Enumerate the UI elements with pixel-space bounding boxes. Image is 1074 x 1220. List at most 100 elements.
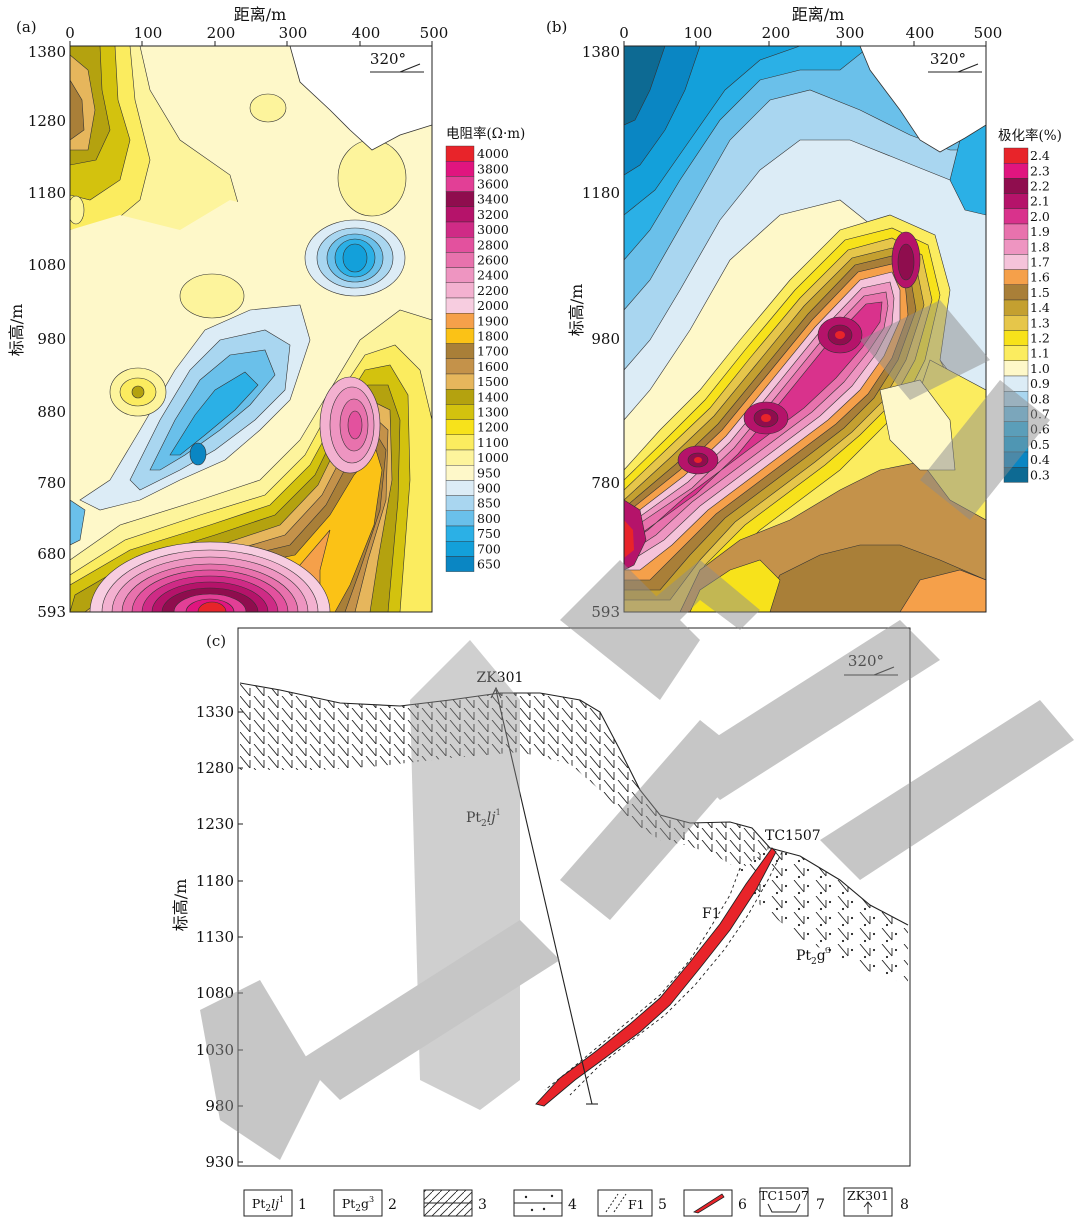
legend-value: 700 <box>477 541 501 556</box>
fault-boundary <box>569 851 783 1096</box>
y-tick: 1180 <box>582 184 620 202</box>
legend-value: 1.3 <box>1030 315 1050 330</box>
key-item-3: 3 <box>423 1189 487 1217</box>
legend-swatch <box>445 389 475 405</box>
legend-value: 1.7 <box>1030 255 1050 270</box>
legend-swatch <box>445 313 475 329</box>
legend-value: 1.1 <box>1030 346 1050 361</box>
legend-swatch <box>445 480 475 496</box>
legend-title: 电阻率(Ω·m) <box>446 125 525 142</box>
legend-swatch <box>445 404 475 420</box>
polarizability-contour-map <box>624 46 986 612</box>
x-tick: 500 <box>420 24 449 42</box>
legend-value: 1400 <box>477 389 509 404</box>
svg-text:Pt2g3: Pt2g3 <box>342 1195 374 1214</box>
y-tick: 780 <box>591 474 620 492</box>
legend-value: 2.4 <box>1030 148 1050 163</box>
ore-body <box>535 847 777 1107</box>
legend-swatch <box>1003 208 1029 225</box>
legend-swatch <box>445 525 475 542</box>
legend-swatch <box>445 541 475 557</box>
legend-value: 2.1 <box>1030 194 1050 209</box>
trench-label: TC1507 <box>765 828 821 844</box>
surface-line-a <box>289 45 433 151</box>
legend-value: 1700 <box>477 344 509 359</box>
legend-title: 极化率(%) <box>998 127 1062 144</box>
legend-value: 1.2 <box>1030 331 1050 346</box>
legend-value: 0.8 <box>1030 391 1050 406</box>
x-tick: 100 <box>134 24 163 42</box>
borehole-label: ZK301 <box>477 670 524 686</box>
legend-value: 1.0 <box>1030 361 1050 376</box>
x-tick: 0 <box>619 24 629 42</box>
svg-text:7: 7 <box>816 1197 825 1213</box>
legend-swatch <box>1003 315 1029 331</box>
y-tick: 1180 <box>196 872 234 890</box>
legend-value: 950 <box>477 465 501 480</box>
key-item-2: Pt2g3 2 <box>333 1189 397 1217</box>
svg-text:3: 3 <box>478 1197 487 1213</box>
legend-swatch <box>445 343 475 360</box>
legend-value: 2200 <box>477 283 509 298</box>
legend-swatch <box>1003 345 1029 362</box>
legend-swatch <box>445 252 475 268</box>
y-tick: 1080 <box>28 256 66 274</box>
legend-swatch <box>445 373 475 390</box>
legend-value: 1000 <box>477 450 509 465</box>
unit-label-lower: Pt2g3 <box>796 946 831 967</box>
key-item-6: 6 <box>683 1189 747 1217</box>
legend-value: 1500 <box>477 374 509 389</box>
legend-swatch <box>1003 330 1029 346</box>
y-axis-title: 标高/m <box>7 304 26 357</box>
legend-value: 900 <box>477 481 501 496</box>
panel-label: (a) <box>16 18 37 36</box>
x-axis-a: 0 100 200 300 400 500 距离/m <box>65 5 448 46</box>
legend-swatch <box>445 297 475 314</box>
legend-value: 1900 <box>477 313 509 328</box>
fault-boundary <box>544 867 741 1091</box>
legend-value: 1.4 <box>1030 300 1050 315</box>
svg-text:TC1507: TC1507 <box>759 1188 809 1203</box>
legend-value: 1800 <box>477 329 509 344</box>
legend-value: 3400 <box>477 192 509 207</box>
legend-swatch <box>445 495 475 512</box>
y-tick: 1080 <box>196 984 234 1002</box>
legend-swatch <box>1003 238 1029 255</box>
x-tick: 400 <box>906 24 935 42</box>
panel-a-resistivity: 0 100 200 300 400 500 距离/m 1380 1280 118… <box>7 5 525 621</box>
legend-swatch <box>445 267 475 284</box>
svg-text:2: 2 <box>388 1197 397 1213</box>
y-tick: 1230 <box>196 815 234 833</box>
svg-text:ZK301: ZK301 <box>847 1188 889 1203</box>
legend-swatch <box>445 434 475 451</box>
legend-value: 850 <box>477 496 501 511</box>
y-tick: 1280 <box>28 112 66 130</box>
legend-value: 1200 <box>477 420 509 435</box>
y-tick: 1280 <box>196 759 234 777</box>
legend-value: 2.2 <box>1030 179 1050 194</box>
legend-swatch <box>1003 269 1029 286</box>
svg-text:Pt2lj1: Pt2lj1 <box>252 1195 284 1214</box>
y-tick: 593 <box>37 603 66 621</box>
legend-value: 0.9 <box>1030 376 1050 391</box>
y-tick: 980 <box>591 330 620 348</box>
legend-value: 2.3 <box>1030 163 1050 178</box>
legend-value: 1300 <box>477 405 509 420</box>
legend-value: 1.5 <box>1030 285 1050 300</box>
frame-b <box>623 45 987 613</box>
legend-value: 1100 <box>477 435 509 450</box>
legend-value: 2000 <box>477 298 509 313</box>
x-tick: 400 <box>352 24 381 42</box>
key-item-8: ZK301 8 <box>843 1187 909 1217</box>
fault-label: F1 <box>702 906 721 922</box>
panel-b-polarizability: 0 100 200 300 400 500 距离/m 1380 1180 980… <box>546 5 1062 621</box>
legend-value: 3000 <box>477 222 509 237</box>
x-tick: 300 <box>836 24 865 42</box>
svg-text:5: 5 <box>658 1197 667 1213</box>
legend-value: 650 <box>477 557 501 572</box>
legend-value: 1.6 <box>1030 270 1050 285</box>
surface-line-b <box>859 45 987 153</box>
legend-key: Pt2lj1 1 Pt2g3 2 3 4 F1 6 5 <box>243 1187 909 1217</box>
legend-swatch <box>1003 178 1029 194</box>
legend-resistivity: 电阻率(Ω·m) 4000380036003400320030002800260… <box>445 125 525 572</box>
